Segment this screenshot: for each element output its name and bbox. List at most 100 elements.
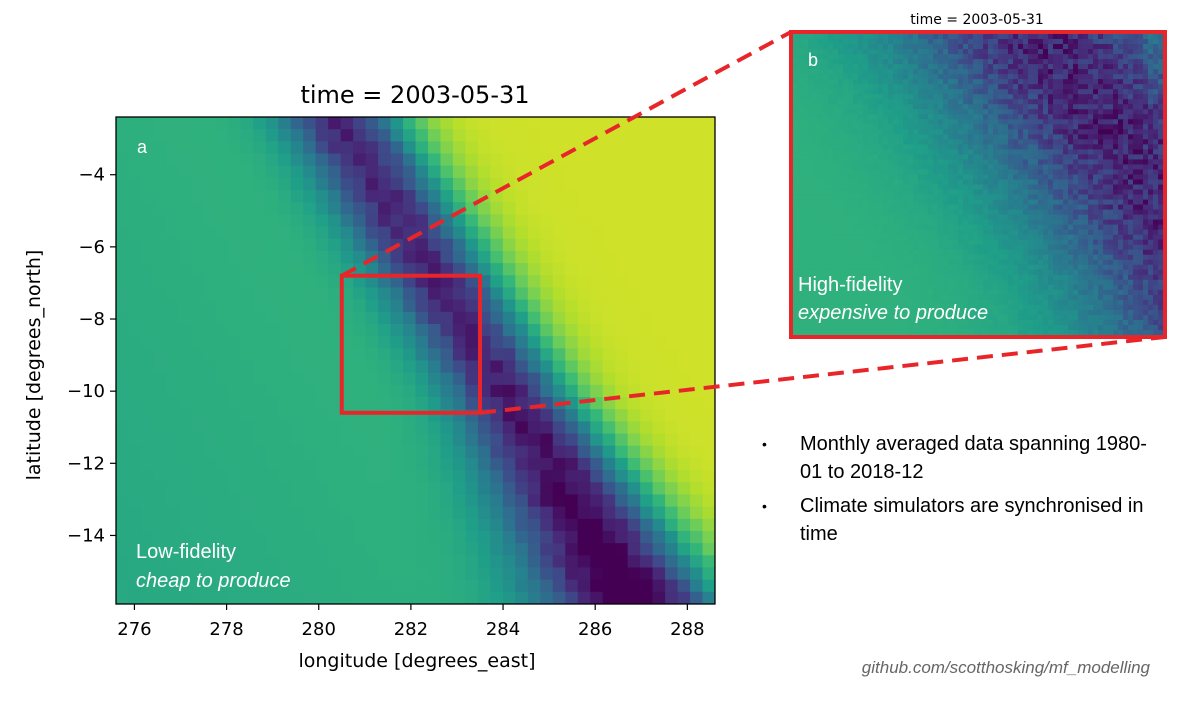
panel-b-cell xyxy=(918,64,924,70)
panel-a-cell xyxy=(353,433,367,447)
panel-a-cell xyxy=(677,299,691,313)
panel-a-cell xyxy=(415,165,429,179)
panel-a-cell xyxy=(390,421,404,435)
panel-b-cell xyxy=(838,99,844,105)
panel-b-cell xyxy=(943,219,949,226)
panel-a-cell xyxy=(116,153,130,167)
panel-b-cell xyxy=(818,54,824,60)
panel-a-cell xyxy=(602,506,616,520)
panel-b-cell xyxy=(1088,149,1094,155)
panel-b-cell xyxy=(1088,189,1094,196)
panel-a-cell xyxy=(128,482,142,496)
panel-a-cell xyxy=(602,360,616,374)
panel-b-cell xyxy=(973,174,979,181)
panel-a-cell xyxy=(690,482,704,496)
panel-a-cell xyxy=(378,445,392,459)
panel-b-cell xyxy=(1078,199,1084,206)
panel-b-cell xyxy=(923,84,929,90)
panel-a-cell xyxy=(290,494,304,508)
panel-b-cell xyxy=(973,64,979,70)
panel-b-cell xyxy=(813,139,819,145)
panel-a-cell xyxy=(452,129,467,142)
panel-a-cell xyxy=(215,117,229,130)
panel-b-cell xyxy=(1018,204,1024,211)
panel-b-cell xyxy=(1133,174,1139,181)
panel-b-cell xyxy=(808,194,814,201)
panel-a-cell xyxy=(427,287,442,301)
panel-b-cell xyxy=(1113,174,1119,181)
panel-b-cell xyxy=(838,194,844,201)
panel-a-cell xyxy=(577,360,591,374)
panel-a-cell xyxy=(477,494,491,508)
panel-a-cell xyxy=(490,311,504,325)
panel-b-cell xyxy=(893,179,899,186)
panel-a-cell xyxy=(365,287,379,301)
panel-b-cell xyxy=(1018,89,1024,95)
panel-b-cell xyxy=(883,99,889,105)
panel-b-cell xyxy=(803,119,809,125)
panel-a-cell xyxy=(215,336,229,349)
panel-a-cell xyxy=(290,202,304,216)
panel-a-cell xyxy=(490,543,504,556)
panel-b-cell xyxy=(983,214,989,221)
panel-b-cell xyxy=(873,149,879,155)
panel-b-cell xyxy=(898,144,904,150)
panel-a-cell xyxy=(140,421,155,435)
panel-b-cell xyxy=(1103,124,1109,130)
panel-a-cell xyxy=(640,494,654,508)
panel-b-cell xyxy=(998,69,1004,75)
panel-b-cell xyxy=(888,229,894,236)
panel-b-cell xyxy=(1043,114,1049,120)
panel-a-cell xyxy=(702,591,715,604)
panel-a-cell xyxy=(415,360,429,374)
panel-b-cell xyxy=(1063,129,1069,135)
panel-b-cell xyxy=(1108,229,1114,236)
panel-b-cell xyxy=(1078,214,1084,221)
panel-a-cell xyxy=(265,238,279,252)
panel-b-cell xyxy=(1088,199,1094,206)
panel-b-cell xyxy=(1123,139,1129,145)
panel-b-cell xyxy=(1083,119,1089,125)
panel-b-cell xyxy=(1088,34,1094,40)
panel-b-cell xyxy=(1088,234,1094,241)
panel-b-cell xyxy=(868,199,874,206)
panel-a-cell xyxy=(203,555,217,569)
panel-b-cell xyxy=(1038,59,1044,65)
panel-a-cell xyxy=(577,263,591,276)
panel-b-cell xyxy=(798,139,804,145)
panel-b-cell xyxy=(988,219,994,226)
panel-b-cell xyxy=(1018,179,1024,186)
panel-a-cell xyxy=(615,421,629,435)
panel-b-cell xyxy=(1078,104,1084,110)
panel-a-cell xyxy=(365,433,379,447)
panel-b-cell xyxy=(978,219,984,226)
panel-b-cell xyxy=(1003,59,1009,65)
panel-a-cell xyxy=(665,141,679,155)
panel-b-cell xyxy=(1153,79,1159,85)
panel-a-cell xyxy=(378,591,392,604)
panel-a-cell xyxy=(527,311,541,325)
panel-a-cell xyxy=(153,190,167,203)
panel-b-cell xyxy=(798,124,804,130)
panel-b-cell xyxy=(878,114,884,120)
panel-a-cell xyxy=(215,141,229,155)
panel-b-cell xyxy=(1043,159,1049,166)
panel-b-cell xyxy=(903,199,909,206)
panel-b-cell xyxy=(833,114,839,120)
panel-b-cell xyxy=(1048,109,1054,115)
panel-a-cell xyxy=(190,384,204,398)
panel-b-cell xyxy=(1108,94,1114,100)
panel-b-cell xyxy=(903,179,909,186)
panel-a-cell xyxy=(378,153,392,167)
panel-b-cell xyxy=(1058,219,1064,226)
panel-b-cell xyxy=(868,99,874,105)
panel-b-cell xyxy=(978,169,984,176)
panel-b-cell xyxy=(948,144,954,150)
panel-b-cell xyxy=(1118,39,1124,45)
panel-b-cell xyxy=(1023,74,1029,80)
panel-a-cell xyxy=(590,348,604,362)
panel-a-cell xyxy=(552,214,566,228)
panel-b-cell xyxy=(1133,134,1139,140)
panel-b-cell xyxy=(803,44,809,50)
panel-b-cell xyxy=(893,174,899,181)
